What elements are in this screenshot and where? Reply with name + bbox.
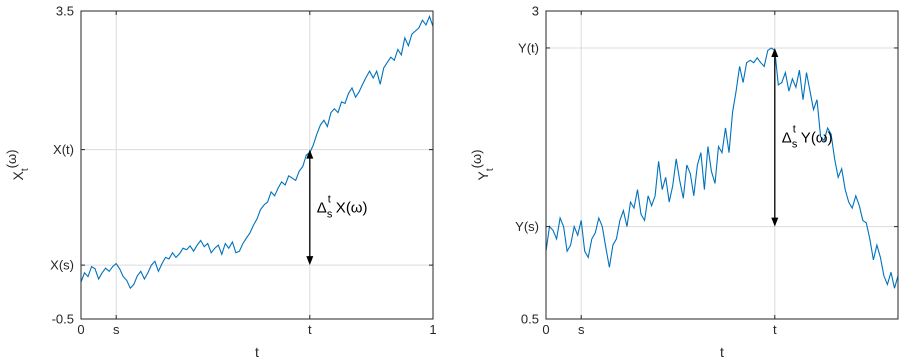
x-axis-label: t [255, 344, 259, 360]
annotation-arrowhead-up [771, 47, 779, 57]
annotation-delta: Δ [782, 129, 792, 146]
annotation-label: Δst X(ω) [317, 193, 368, 220]
x-tick-label: t [308, 322, 312, 337]
annotation-body: X [336, 199, 346, 216]
y-tick-label: -0.5 [52, 312, 74, 327]
series-line [80, 14, 434, 290]
annotation-body: Y [801, 129, 811, 146]
y-axis-label-omega: (ω) [4, 150, 19, 169]
x-tick-label: 0 [77, 322, 84, 337]
y-tick-label: X(s) [50, 258, 74, 273]
annotation-omega: (ω) [346, 199, 368, 216]
axes-frame [545, 10, 899, 320]
y-axis-label-subscript: t [485, 168, 496, 171]
y-tick-label: 0.5 [521, 312, 539, 327]
annotation-arrowhead-down [306, 256, 314, 266]
annotation-superscript: t [793, 123, 796, 135]
y-tick-label: Y(t) [518, 40, 539, 55]
annotation-arrowhead-down [771, 217, 779, 227]
y-axis-label: Xt(ω) [4, 150, 31, 181]
axes-frame [80, 10, 434, 320]
y-tick-label: 3.5 [56, 4, 74, 19]
y-tick-label: 3 [532, 4, 539, 19]
series-line [545, 47, 899, 289]
annotation-subscript: s [792, 138, 798, 150]
x-tick-label: s [578, 322, 585, 337]
x-tick-label: 0 [542, 322, 549, 337]
y-axis-label-omega: (ω) [469, 150, 484, 169]
y-tick-label: X(t) [53, 142, 74, 157]
y-axis-label-main: X [10, 170, 26, 180]
annotation-subscript: s [327, 208, 333, 220]
annotation-superscript: t [328, 193, 331, 205]
annotation-omega: (ω) [811, 129, 833, 146]
y-axis-label: Yt(ω) [469, 150, 496, 181]
x-axis-label: t [720, 344, 724, 360]
annotation-label: Δst Y(ω) [782, 123, 833, 150]
x-tick-label: s [113, 322, 120, 337]
y-tick-label: Y(s) [515, 219, 539, 234]
x-tick-label: 1 [429, 322, 436, 337]
y-axis-label-subscript: t [20, 168, 31, 171]
x-tick-label: t [773, 322, 777, 337]
y-axis-label-main: Y [475, 170, 491, 180]
annotation-delta: Δ [317, 199, 327, 216]
annotation-arrowhead-up [306, 149, 314, 159]
